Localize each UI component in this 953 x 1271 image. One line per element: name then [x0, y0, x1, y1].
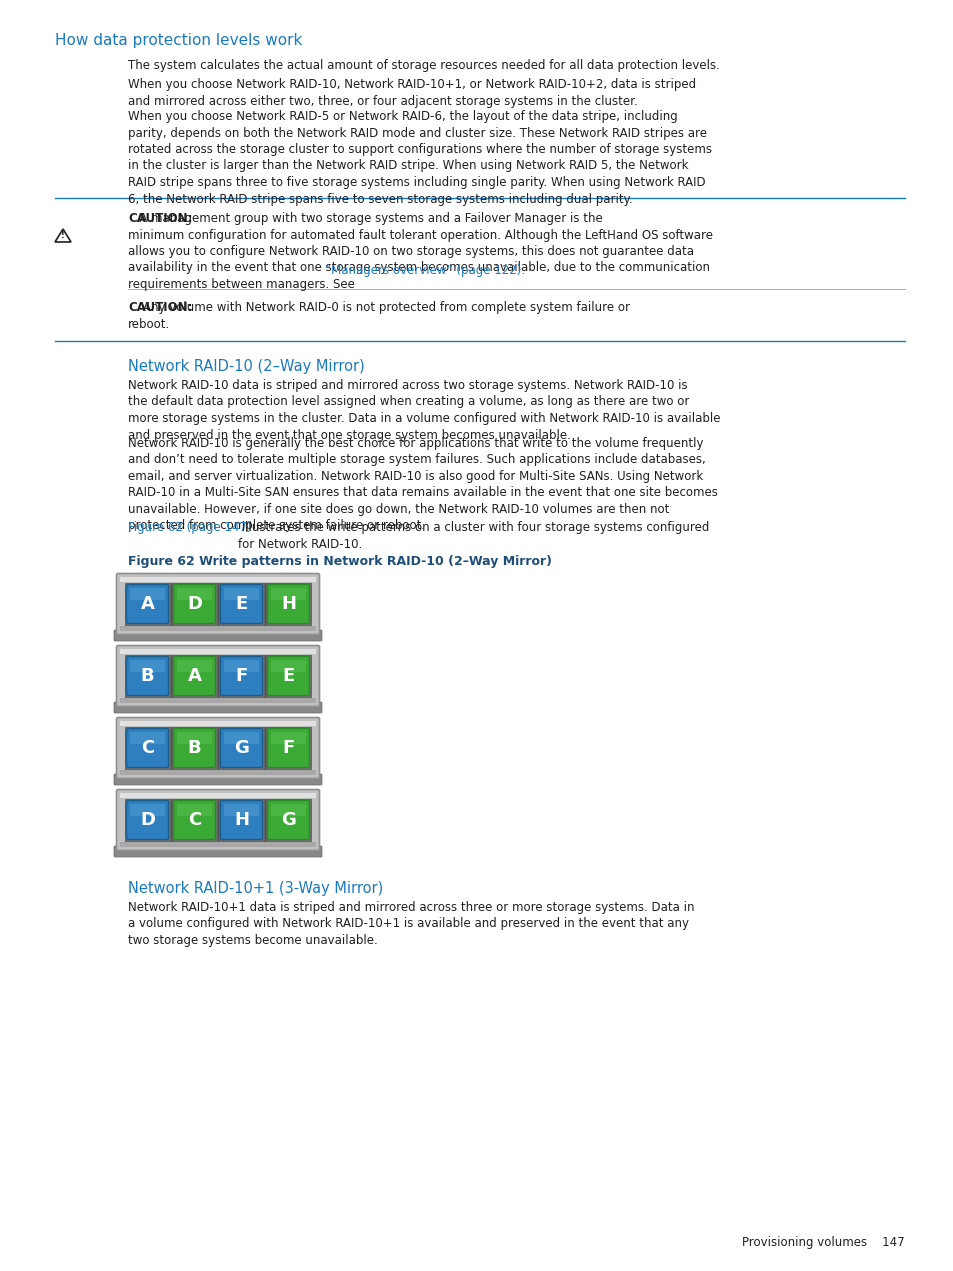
Text: A: A: [188, 667, 201, 685]
FancyBboxPatch shape: [116, 573, 319, 634]
Bar: [120, 770, 315, 775]
FancyBboxPatch shape: [220, 585, 262, 624]
Text: G: G: [281, 811, 295, 829]
Bar: [271, 660, 306, 672]
Text: Network RAID-10 is generally the best choice for applications that write to the : Network RAID-10 is generally the best ch…: [128, 437, 717, 533]
Bar: [219, 799, 264, 841]
Text: Provisioning volumes    147: Provisioning volumes 147: [741, 1235, 904, 1249]
FancyBboxPatch shape: [127, 801, 169, 840]
Text: A: A: [140, 595, 154, 613]
Text: Network RAID-10 data is striped and mirrored across two storage systems. Network: Network RAID-10 data is striped and mirr…: [128, 379, 720, 441]
Text: “Managers overview” (page 122).: “Managers overview” (page 122).: [325, 264, 524, 277]
Bar: [125, 727, 170, 769]
Bar: [120, 649, 315, 655]
Text: When you choose Network RAID-10, Network RAID-10+1, or Network RAID-10+2, data i: When you choose Network RAID-10, Network…: [128, 78, 696, 108]
Bar: [120, 577, 315, 582]
Text: F: F: [282, 738, 294, 758]
Bar: [172, 655, 216, 697]
Text: H: H: [233, 811, 249, 829]
Bar: [271, 732, 306, 745]
Text: illustrates the write patterns on a cluster with four storage systems configured: illustrates the write patterns on a clus…: [237, 521, 709, 550]
Text: CAUTION:: CAUTION:: [128, 212, 193, 225]
FancyBboxPatch shape: [127, 657, 169, 695]
Text: !: !: [61, 230, 65, 239]
FancyBboxPatch shape: [267, 585, 309, 624]
Text: C: C: [141, 738, 154, 758]
Text: CAUTION:: CAUTION:: [128, 301, 193, 314]
Bar: [224, 587, 258, 600]
Bar: [172, 727, 216, 769]
FancyBboxPatch shape: [116, 718, 319, 779]
Bar: [271, 803, 306, 816]
Text: F: F: [235, 667, 248, 685]
Bar: [120, 627, 315, 630]
Text: B: B: [140, 667, 154, 685]
FancyBboxPatch shape: [113, 630, 322, 641]
FancyBboxPatch shape: [220, 657, 262, 695]
FancyBboxPatch shape: [173, 585, 215, 624]
Text: A management group with two storage systems and a Failover Manager is the
minimu: A management group with two storage syst…: [128, 212, 712, 291]
Text: Figure 62 (page 147): Figure 62 (page 147): [128, 521, 252, 534]
Text: When you choose Network RAID-5 or Network RAID-6, the layout of the data stripe,: When you choose Network RAID-5 or Networ…: [128, 111, 711, 206]
Bar: [271, 587, 306, 600]
Bar: [125, 655, 170, 697]
Bar: [177, 587, 212, 600]
FancyBboxPatch shape: [267, 801, 309, 840]
Bar: [266, 655, 311, 697]
Text: E: E: [282, 667, 294, 685]
Bar: [172, 583, 216, 625]
Bar: [266, 799, 311, 841]
Text: Any volume with Network RAID-0 is not protected from complete system failure or
: Any volume with Network RAID-0 is not pr…: [128, 301, 629, 330]
Bar: [120, 721, 315, 726]
FancyBboxPatch shape: [173, 728, 215, 768]
Text: D: D: [140, 811, 154, 829]
Bar: [177, 732, 212, 745]
Bar: [120, 698, 315, 703]
Text: C: C: [188, 811, 201, 829]
Bar: [125, 799, 170, 841]
Text: H: H: [281, 595, 295, 613]
Bar: [130, 803, 165, 816]
FancyBboxPatch shape: [127, 585, 169, 624]
FancyBboxPatch shape: [127, 728, 169, 768]
Text: The system calculates the actual amount of storage resources needed for all data: The system calculates the actual amount …: [128, 58, 720, 72]
Text: Network RAID-10+1 (3-Way Mirror): Network RAID-10+1 (3-Way Mirror): [128, 881, 383, 896]
FancyBboxPatch shape: [220, 728, 262, 768]
Bar: [130, 587, 165, 600]
FancyBboxPatch shape: [113, 774, 322, 785]
Bar: [177, 803, 212, 816]
Text: Network RAID-10 (2–Way Mirror): Network RAID-10 (2–Way Mirror): [128, 358, 364, 374]
FancyBboxPatch shape: [113, 702, 322, 713]
Bar: [219, 727, 264, 769]
Bar: [130, 732, 165, 745]
Bar: [266, 727, 311, 769]
FancyBboxPatch shape: [173, 801, 215, 840]
Text: B: B: [188, 738, 201, 758]
Bar: [125, 583, 170, 625]
FancyBboxPatch shape: [220, 801, 262, 840]
Bar: [130, 660, 165, 672]
Bar: [266, 583, 311, 625]
Text: Figure 62 Write patterns in Network RAID-10 (2–Way Mirror): Figure 62 Write patterns in Network RAID…: [128, 555, 552, 568]
Bar: [172, 799, 216, 841]
FancyBboxPatch shape: [267, 657, 309, 695]
Text: Network RAID-10+1 data is striped and mirrored across three or more storage syst: Network RAID-10+1 data is striped and mi…: [128, 901, 694, 947]
FancyBboxPatch shape: [116, 646, 319, 707]
Bar: [177, 660, 212, 672]
Bar: [224, 803, 258, 816]
Bar: [224, 732, 258, 745]
FancyBboxPatch shape: [113, 846, 322, 857]
Bar: [120, 841, 315, 846]
Bar: [120, 793, 315, 798]
FancyBboxPatch shape: [173, 657, 215, 695]
FancyBboxPatch shape: [116, 789, 319, 850]
Text: D: D: [187, 595, 202, 613]
Bar: [219, 655, 264, 697]
Bar: [219, 583, 264, 625]
FancyBboxPatch shape: [267, 728, 309, 768]
Text: How data protection levels work: How data protection levels work: [55, 33, 302, 48]
Text: G: G: [233, 738, 249, 758]
Text: E: E: [235, 595, 248, 613]
Bar: [224, 660, 258, 672]
